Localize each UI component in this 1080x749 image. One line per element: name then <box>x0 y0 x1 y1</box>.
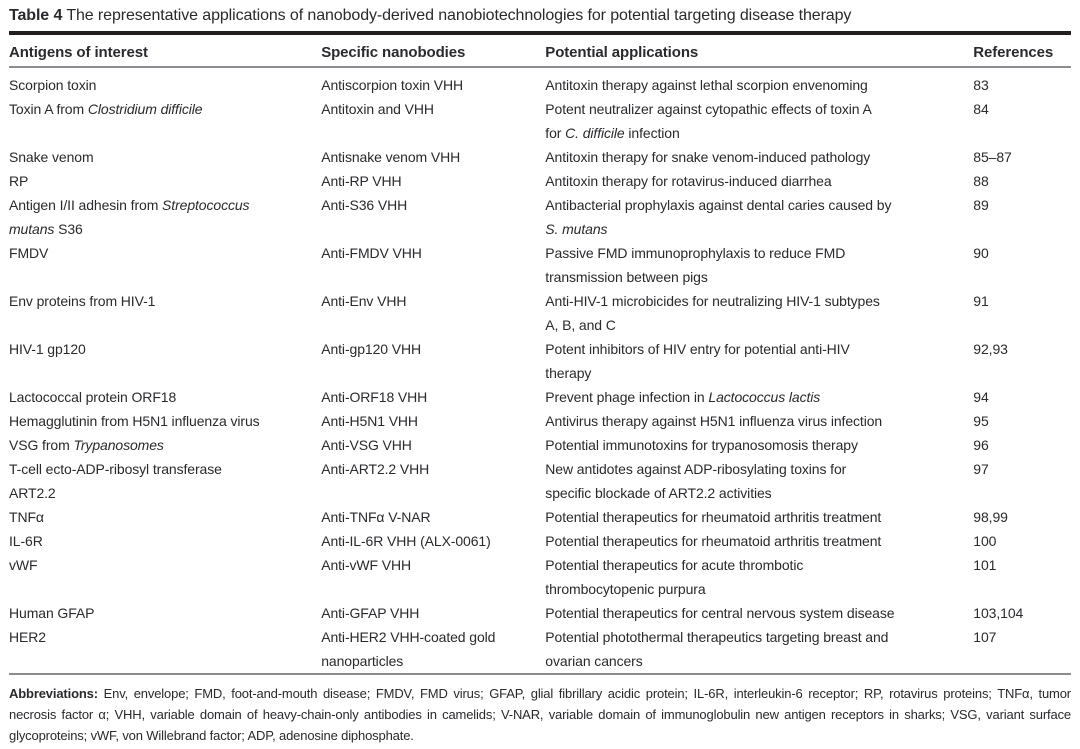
antigen-cell: FMDV <box>9 245 49 261</box>
nanobody-cell: Anti-GFAP VHH <box>321 605 420 621</box>
nanobody-cell: Antiscorpion toxin VHH <box>321 77 463 93</box>
references-cell: 95 <box>973 413 989 429</box>
application-cell: Potential therapeutics for central nervo… <box>545 605 895 621</box>
column-header-nanobodies: Specific nanobodies <box>321 33 546 68</box>
references-cell: 88 <box>973 173 989 189</box>
table-row: Human GFAP Anti-GFAP VHH Potential therape… <box>9 601 1071 625</box>
references-cell: 94 <box>973 389 989 405</box>
table-row: IL-6R Anti-IL-6R VHH (ALX-0061) Potential … <box>9 529 1071 553</box>
application-cell: Potential therapeutics for acute thrombo… <box>545 557 804 597</box>
nanobody-cell: Anti-TNFα V-NAR <box>321 509 431 525</box>
abbreviations-text: Env, envelope; FMD, foot-and-mouth disea… <box>9 686 1071 743</box>
references-cell: 101 <box>973 557 997 573</box>
table-row: HIV-1 gp120 Anti-gp120 VHH Potent inhibito… <box>9 337 1071 385</box>
table-row: Scorpion toxin Antiscorpion toxin VHH Anti… <box>9 67 1071 97</box>
column-header-references: References <box>973 33 1071 68</box>
nanobody-cell: Anti-RP VHH <box>321 173 402 189</box>
application-cell: Potent inhibitors of HIV entry for poten… <box>545 341 850 381</box>
antigen-cell: VSG from Trypanosomes <box>9 437 164 453</box>
table-row: HER2 Anti-HER2 VHH-coated gold nanoparticl… <box>9 625 1071 674</box>
references-cell: 84 <box>973 101 989 117</box>
references-cell: 85–87 <box>973 149 1012 165</box>
nanobody-cell: Anti-FMDV VHH <box>321 245 422 261</box>
references-cell: 98,99 <box>973 509 1008 525</box>
table-row: RP Anti-RP VHH Antitoxin therapy for rotav… <box>9 169 1071 193</box>
application-cell: Potential immunotoxins for trypanosomosi… <box>545 437 858 453</box>
references-cell: 89 <box>973 197 989 213</box>
application-cell: Passive FMD immunoprophylaxis to reduce … <box>545 245 846 285</box>
antigen-cell: Env proteins from HIV-1 <box>9 293 156 309</box>
antigen-cell: Human GFAP <box>9 605 95 621</box>
nanobody-cell: Anti-IL-6R VHH (ALX-0061) <box>321 533 491 549</box>
table-row: TNFα Anti-TNFα V-NAR Potential therapeutic… <box>9 505 1071 529</box>
application-cell: Antibacterial prophylaxis against dental… <box>545 197 892 237</box>
application-cell: Potential photothermal therapeutics targ… <box>545 629 889 669</box>
nanobody-cell: Anti-S36 VHH <box>321 197 408 213</box>
antigen-cell: Hemagglutinin from H5N1 influenza virus <box>9 413 260 429</box>
nanobody-cell: Antisnake venom VHH <box>321 149 461 165</box>
data-table: Antigens of interest Specific nanobodies… <box>9 31 1071 675</box>
table-row: Snake venom Antisnake venom VHH Antitoxin … <box>9 145 1071 169</box>
column-header-applications: Potential applications <box>545 33 974 68</box>
antigen-cell: Snake venom <box>9 149 94 165</box>
references-cell: 92,93 <box>973 341 1008 357</box>
table-row: FMDV Anti-FMDV VHH Passive FMD immunoproph… <box>9 241 1071 289</box>
references-cell: 96 <box>973 437 989 453</box>
antigen-cell: Antigen I/II adhesin from Streptococcus m… <box>9 197 250 237</box>
antigen-cell: vWF <box>9 557 38 573</box>
application-cell: Antitoxin therapy against lethal scorpio… <box>545 77 868 93</box>
antigen-cell: Lactococcal protein ORF18 <box>9 389 177 405</box>
nanobody-cell: Anti-H5N1 VHH <box>321 413 418 429</box>
references-cell: 90 <box>973 245 989 261</box>
references-cell: 103,104 <box>973 605 1024 621</box>
antigen-cell: HER2 <box>9 629 46 645</box>
antigen-cell: IL-6R <box>9 533 43 549</box>
references-cell: 97 <box>973 461 989 477</box>
table-caption-text: The representative applications of nanob… <box>66 7 852 24</box>
application-cell: Antitoxin therapy for rotavirus-induced … <box>545 173 832 189</box>
table-row: Toxin A from Clostridium difficile Antito… <box>9 97 1071 145</box>
references-cell: 83 <box>973 77 989 93</box>
table-row: T-cell ecto-ADP-ribosyl transferase ART2.… <box>9 457 1071 505</box>
application-cell: Potential therapeutics for rheumatoid ar… <box>545 533 882 549</box>
application-cell: Antitoxin therapy for snake venom-induce… <box>545 149 871 165</box>
table-row: Hemagglutinin from H5N1 influenza virus A… <box>9 409 1071 433</box>
nanobody-cell: Antitoxin and VHH <box>321 101 434 117</box>
nanobody-cell: Anti-Env VHH <box>321 293 407 309</box>
application-cell: Potential therapeutics for rheumatoid ar… <box>545 509 882 525</box>
column-header-antigens: Antigens of interest <box>9 33 322 68</box>
table-caption: Table 4 The representative applications … <box>9 0 1071 31</box>
nanobody-cell: Anti-gp120 VHH <box>321 341 421 357</box>
antigen-cell: Toxin A from Clostridium difficile <box>9 101 203 117</box>
application-cell: Anti-HIV-1 microbicides for neutralizing… <box>545 293 880 333</box>
antigen-cell: HIV-1 gp120 <box>9 341 86 357</box>
nanobody-cell: Anti-vWF VHH <box>321 557 412 573</box>
application-cell: Prevent phage infection in Lactococcus l… <box>545 389 821 405</box>
abbreviations-footnote: Abbreviations: Env, envelope; FMD, foot-… <box>9 675 1071 746</box>
references-cell: 100 <box>973 533 997 549</box>
header-row: Antigens of interest Specific nanobodies… <box>9 33 1071 68</box>
antigen-cell: RP <box>9 173 29 189</box>
table-row: VSG from Trypanosomes Anti-VSG VHH Potenti… <box>9 433 1071 457</box>
application-cell: New antidotes against ADP-ribosylating t… <box>545 461 847 501</box>
table-row: Antigen I/II adhesin from Streptococcus m… <box>9 193 1071 241</box>
references-cell: 107 <box>973 629 997 645</box>
nanobody-cell: Anti-HER2 VHH-coated gold nanoparticles <box>321 629 496 669</box>
nanobody-cell: Anti-ORF18 VHH <box>321 389 428 405</box>
application-cell: Potent neutralizer against cytopathic ef… <box>545 101 872 141</box>
table-row: vWF Anti-vWF VHH Potential therapeutics fo… <box>9 553 1071 601</box>
antigen-cell: T-cell ecto-ADP-ribosyl transferase ART2.… <box>9 461 222 501</box>
table-label: Table 4 <box>9 7 63 24</box>
table-row: Env proteins from HIV-1 Anti-Env VHH Anti-… <box>9 289 1071 337</box>
table-body: Scorpion toxin Antiscorpion toxin VHH Anti… <box>9 67 1071 674</box>
antigen-cell: Scorpion toxin <box>9 77 97 93</box>
table-row: Lactococcal protein ORF18 Anti-ORF18 VHH P… <box>9 385 1071 409</box>
abbreviations-label: Abbreviations: <box>9 686 98 701</box>
nanobody-cell: Anti-VSG VHH <box>321 437 412 453</box>
references-cell: 91 <box>973 293 989 309</box>
antigen-cell: TNFα <box>9 509 44 525</box>
application-cell: Antivirus therapy against H5N1 influenza… <box>545 413 883 429</box>
nanobody-cell: Anti-ART2.2 VHH <box>321 461 430 477</box>
